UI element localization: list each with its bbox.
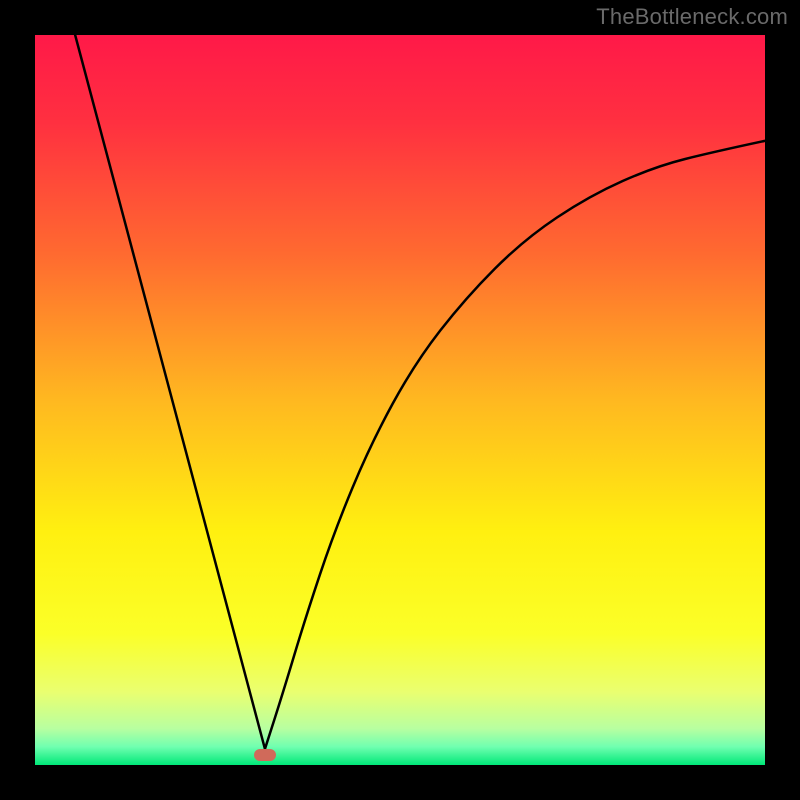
watermark-text: TheBottleneck.com	[596, 4, 788, 30]
chart-plot-area	[35, 35, 765, 765]
minimum-marker	[254, 749, 276, 761]
bottleneck-curve	[35, 35, 765, 765]
